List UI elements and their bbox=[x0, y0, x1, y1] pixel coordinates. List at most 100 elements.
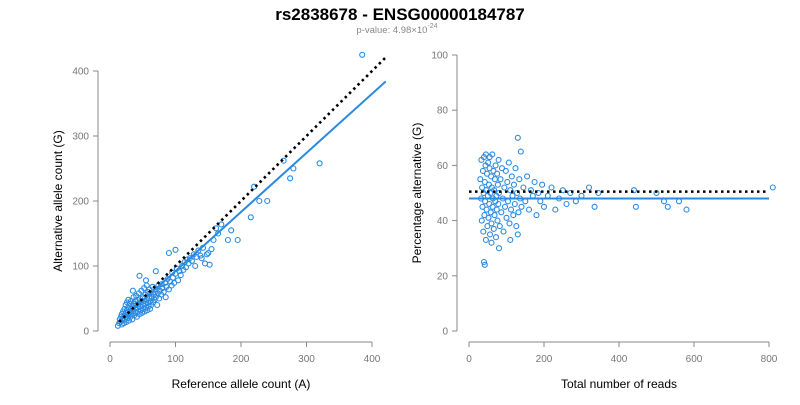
y-axis-title: Alternative allele count (G) bbox=[51, 130, 65, 271]
data-point bbox=[154, 301, 161, 309]
data-point bbox=[215, 230, 222, 237]
data-point bbox=[172, 246, 179, 253]
data-point bbox=[234, 236, 241, 244]
data-point bbox=[585, 184, 593, 191]
data-point bbox=[205, 249, 212, 257]
data-point bbox=[486, 231, 494, 238]
data-point bbox=[492, 162, 499, 169]
data-point bbox=[507, 206, 515, 213]
data-point bbox=[511, 200, 518, 208]
data-point bbox=[567, 189, 574, 197]
data-point bbox=[129, 287, 136, 294]
data-point bbox=[660, 198, 668, 205]
data-point bbox=[195, 247, 202, 254]
data-point bbox=[484, 223, 491, 230]
data-point bbox=[513, 223, 520, 230]
data-point bbox=[479, 203, 486, 210]
right-panel-percentage-alternative: 0 200 400 600 800 0 20 40 60 80 100 Total number of… bbox=[410, 51, 778, 392]
data-point bbox=[548, 184, 555, 191]
data-point bbox=[479, 167, 486, 174]
data-point bbox=[192, 262, 199, 270]
data-point bbox=[494, 170, 501, 177]
data-point bbox=[510, 212, 517, 219]
data-point bbox=[675, 198, 683, 205]
data-point bbox=[495, 245, 503, 252]
data-point bbox=[533, 212, 540, 219]
pvalue-prefix: p-value: 4.98×10 bbox=[356, 25, 427, 36]
data-point bbox=[518, 203, 525, 210]
data-point bbox=[501, 184, 508, 191]
data-point bbox=[218, 221, 225, 228]
pvalue-exponent: -24 bbox=[427, 23, 437, 30]
data-point bbox=[493, 206, 500, 213]
x-tick-label: 800 bbox=[761, 354, 778, 365]
data-point bbox=[514, 231, 521, 238]
y-tick-label: 200 bbox=[72, 197, 89, 208]
data-point bbox=[515, 209, 522, 216]
data-point bbox=[485, 214, 492, 221]
data-point bbox=[540, 203, 548, 210]
data-point bbox=[146, 305, 154, 312]
data-point bbox=[480, 258, 488, 266]
data-point bbox=[264, 197, 271, 205]
data-point bbox=[500, 228, 507, 235]
data-point bbox=[165, 249, 172, 257]
data-point bbox=[481, 212, 488, 219]
data-point bbox=[520, 184, 527, 191]
data-point bbox=[512, 165, 519, 172]
data-point bbox=[208, 246, 215, 253]
x-axis-title: Reference allele count (A) bbox=[172, 377, 311, 391]
data-point bbox=[507, 187, 514, 194]
data-point bbox=[359, 51, 366, 58]
data-point bbox=[510, 181, 518, 188]
data-point bbox=[502, 167, 509, 174]
data-point bbox=[491, 176, 498, 183]
y-tick-label: 0 bbox=[83, 327, 89, 338]
data-point bbox=[483, 206, 490, 213]
data-point bbox=[507, 236, 514, 243]
chart-title: rs2838678 - ENSG00000184787 bbox=[275, 5, 525, 24]
data-point bbox=[485, 181, 492, 188]
data-point bbox=[481, 178, 488, 186]
data-point bbox=[247, 214, 254, 221]
data-point bbox=[287, 175, 294, 182]
x-tick-label: 0 bbox=[107, 354, 113, 365]
data-point bbox=[495, 200, 502, 208]
data-point bbox=[177, 272, 184, 279]
reference-line bbox=[118, 56, 387, 323]
x-tick-label: 400 bbox=[611, 354, 628, 365]
data-point bbox=[496, 223, 503, 230]
y-tick-label: 100 bbox=[72, 262, 89, 273]
y-axis-title: Percentage alternative (G) bbox=[410, 123, 424, 264]
chart-subtitle-pvalue: p-value: 4.98×10-24 bbox=[356, 23, 437, 36]
data-point bbox=[482, 151, 489, 158]
data-point bbox=[501, 203, 509, 210]
y-tick-label: 20 bbox=[437, 271, 449, 282]
left-panel-allele-counts: 0 100 200 300 400 0 100 200 300 400 Reference alle… bbox=[51, 51, 387, 391]
x-tick-label: 400 bbox=[364, 354, 381, 365]
data-point bbox=[485, 159, 492, 166]
y-tick-label: 300 bbox=[72, 132, 89, 143]
data-point bbox=[495, 156, 502, 163]
data-point bbox=[494, 181, 501, 188]
data-point bbox=[535, 189, 542, 197]
data-point bbox=[158, 281, 165, 288]
data-point bbox=[491, 212, 498, 219]
data-point bbox=[152, 268, 159, 275]
data-point bbox=[505, 159, 512, 166]
data-point bbox=[490, 225, 497, 232]
data-point bbox=[537, 198, 544, 205]
y-tick-label: 40 bbox=[437, 216, 449, 227]
data-point bbox=[489, 203, 496, 210]
data-point bbox=[522, 198, 529, 205]
data-point bbox=[478, 217, 485, 224]
data-point bbox=[504, 178, 511, 186]
data-point bbox=[188, 257, 195, 264]
data-point bbox=[539, 181, 546, 188]
data-point bbox=[482, 236, 489, 243]
data-point bbox=[516, 176, 523, 183]
data-point bbox=[125, 296, 132, 303]
data-point bbox=[479, 184, 486, 191]
